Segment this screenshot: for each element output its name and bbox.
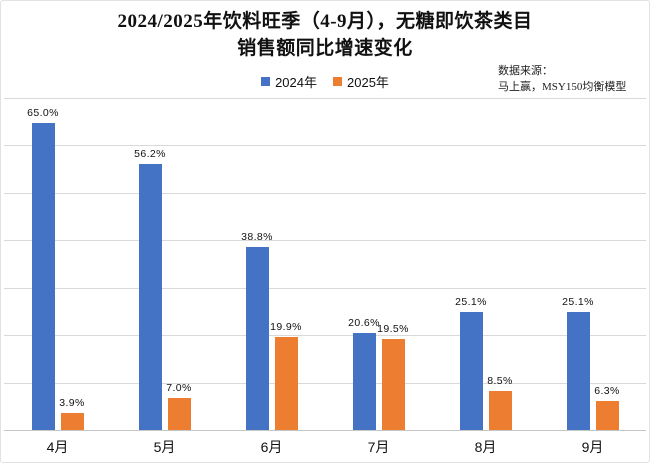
bar-2024年-4月: [31, 122, 55, 431]
bar-slot: 25.1%: [455, 296, 486, 431]
bar-2025年-9月: [595, 401, 619, 431]
gridline: [4, 382, 646, 384]
bar-group-5月: 56.2% 7.0%: [111, 99, 218, 431]
gridline: [4, 240, 646, 242]
chart-title-line1: 2024/2025年饮料旺季（4-9月），无糖即饮茶类目: [117, 11, 533, 32]
value-label-2025年-5月: 7.0%: [166, 381, 192, 394]
value-label-2025年-4月: 3.9%: [59, 396, 85, 409]
bar-group-9月: 25.1% 6.3%: [539, 99, 646, 431]
value-label-2024年-8月: 25.1%: [455, 295, 487, 308]
gridline: [4, 98, 646, 99]
source-note-line1: 数据来源：: [498, 65, 553, 77]
source-note: 数据来源： 马上赢，MSY150均衡模型: [498, 63, 626, 95]
gridline: [4, 192, 646, 194]
chart-title-line2: 销售额同比增速变化: [237, 38, 413, 59]
source-note-line2: 马上赢，MSY150均衡模型: [498, 81, 627, 93]
bar-group-4月: 65.0% 3.9%: [4, 99, 111, 431]
bar-slot: 6.3%: [594, 385, 619, 431]
x-axis-label-8月: 8月: [474, 439, 497, 455]
bar-2024年-6月: [245, 246, 269, 431]
legend: 2024年 2025年: [1, 72, 649, 91]
gridline: [4, 335, 646, 337]
x-axis-label-6月: 6月: [260, 439, 283, 455]
plot-area: 65.0% 3.9% 56.2% 7.0% 38.8% 19.9% 20.6% 19.5% 25…: [4, 98, 646, 431]
legend-label: 2024年: [275, 75, 317, 90]
legend-swatch-icon: [261, 77, 271, 86]
bar-2025年-8月: [488, 390, 512, 431]
bar-2025年-7月: [381, 338, 405, 431]
bar-groups: 65.0% 3.9% 56.2% 7.0% 38.8% 19.9% 20.6% 19.5% 25…: [4, 99, 646, 431]
value-label-2025年-6月: 19.9%: [270, 320, 302, 333]
legend-item-2025年: 2025年: [333, 72, 389, 91]
bar-slot: 65.0%: [27, 107, 58, 431]
bar-2024年-8月: [459, 311, 483, 431]
gridline: [4, 145, 646, 147]
value-label-2025年-7月: 19.5%: [377, 322, 409, 335]
value-label-2024年-6月: 38.8%: [241, 230, 273, 243]
bar-2025年-6月: [274, 336, 298, 431]
bar-2024年-7月: [352, 333, 376, 431]
legend-swatch-icon: [333, 77, 342, 86]
x-axis-label-9月: 9月: [581, 439, 604, 455]
bar-slot: 56.2%: [134, 148, 165, 431]
bar-slot: 25.1%: [562, 296, 593, 431]
bar-group-7月: 20.6% 19.5%: [325, 99, 432, 431]
bar-slot: 19.9%: [270, 321, 301, 431]
value-label-2025年-8月: 8.5%: [487, 374, 513, 387]
bar-group-6月: 38.8% 19.9%: [218, 99, 325, 431]
x-axis-label-4月: 4月: [46, 439, 69, 455]
bar-group-8月: 25.1% 8.5%: [432, 99, 539, 431]
bar-slot: 7.0%: [166, 382, 191, 431]
x-axis-label-7月: 7月: [367, 439, 390, 455]
gridline: [4, 287, 646, 289]
bar-2024年-5月: [138, 164, 162, 431]
legend-label: 2025年: [347, 75, 389, 90]
x-axis-label-5月: 5月: [153, 439, 176, 455]
value-label-2024年-9月: 25.1%: [562, 295, 594, 308]
bar-slot: 19.5%: [377, 323, 408, 431]
bar-slot: 3.9%: [59, 397, 84, 431]
bar-slot: 8.5%: [487, 375, 512, 431]
x-axis-line: [4, 430, 646, 431]
bar-slot: 20.6%: [348, 317, 379, 431]
value-label-2024年-5月: 56.2%: [134, 148, 166, 161]
bar-2024年-9月: [566, 311, 590, 431]
bar-2025年-5月: [167, 397, 191, 431]
x-axis-labels: 4月 5月 6月 7月 8月 9月: [4, 437, 646, 457]
bar-2025年-4月: [60, 412, 84, 431]
chart-title: 2024/2025年饮料旺季（4-9月），无糖即饮茶类目 销售额同比增速变化: [1, 8, 649, 62]
value-label-2025年-9月: 6.3%: [594, 385, 620, 398]
legend-item-2024年: 2024年: [261, 72, 317, 91]
value-label-2024年-4月: 65.0%: [27, 106, 59, 119]
value-label-2024年-7月: 20.6%: [348, 317, 380, 330]
bar-slot: 38.8%: [241, 231, 272, 431]
